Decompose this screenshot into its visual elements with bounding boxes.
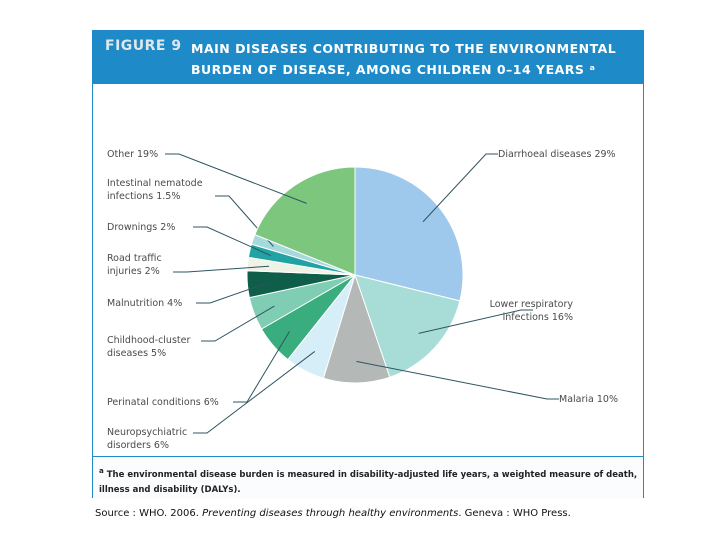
leader-line xyxy=(193,226,272,257)
footnote: a The environmental disease burden is me… xyxy=(93,456,643,499)
pie-chart-area: Diarrhoeal diseases 29% Lower respiratory… xyxy=(93,84,643,456)
pie-slice-diarrhoeal-diseases xyxy=(354,166,464,302)
footnote-text: a The environmental disease burden is me… xyxy=(99,463,639,498)
leader-line xyxy=(173,265,270,273)
leader-line xyxy=(165,153,307,204)
slice-label: Childhood-cluster diseases 5% xyxy=(107,335,191,359)
slice-label: Neuropsychiatric disorders 6% xyxy=(107,427,188,451)
slice-label: Diarrhoeal diseases 29% xyxy=(498,149,616,160)
leader-line xyxy=(356,360,559,400)
pie-slice-other xyxy=(254,166,356,276)
slice-label: Intestinal nematode infections 1.5% xyxy=(107,178,203,202)
slice-label: Other 19% xyxy=(107,149,159,160)
slice-label: Perinatal conditions 6% xyxy=(107,397,219,408)
leader-line xyxy=(418,309,533,334)
figure-header: FIGURE 9 Main diseases contributing to t… xyxy=(93,30,643,84)
slice-label: Malaria 10% xyxy=(559,394,618,405)
leader-line xyxy=(201,305,275,342)
source-prefix: Source : WHO. 2006. xyxy=(95,508,199,519)
leader-line xyxy=(196,281,270,304)
slice-label: Drownings 2% xyxy=(107,222,176,233)
figure-panel: FIGURE 9 Main diseases contributing to t… xyxy=(92,30,644,499)
source-title: Preventing diseases through healthy envi… xyxy=(202,508,459,519)
leader-line xyxy=(422,153,498,223)
footnote-marker: a xyxy=(99,466,104,475)
leader-line xyxy=(233,331,290,403)
pie-chart xyxy=(165,153,559,434)
source-suffix: . Geneva : WHO Press. xyxy=(458,508,571,519)
slice-label: Malnutrition 4% xyxy=(107,298,183,309)
footnote-body: The environmental disease burden is meas… xyxy=(99,469,638,495)
source-citation: Source : WHO. 2006. Preventing diseases … xyxy=(95,508,571,519)
leader-line xyxy=(193,351,316,434)
figure-title: Main diseases contributing to the enviro… xyxy=(191,41,617,77)
slice-label: Road traffic injuries 2% xyxy=(107,253,162,277)
slice-label: Lower respiratory infections 16% xyxy=(489,299,573,323)
figure-label: FIGURE 9 xyxy=(105,38,182,54)
